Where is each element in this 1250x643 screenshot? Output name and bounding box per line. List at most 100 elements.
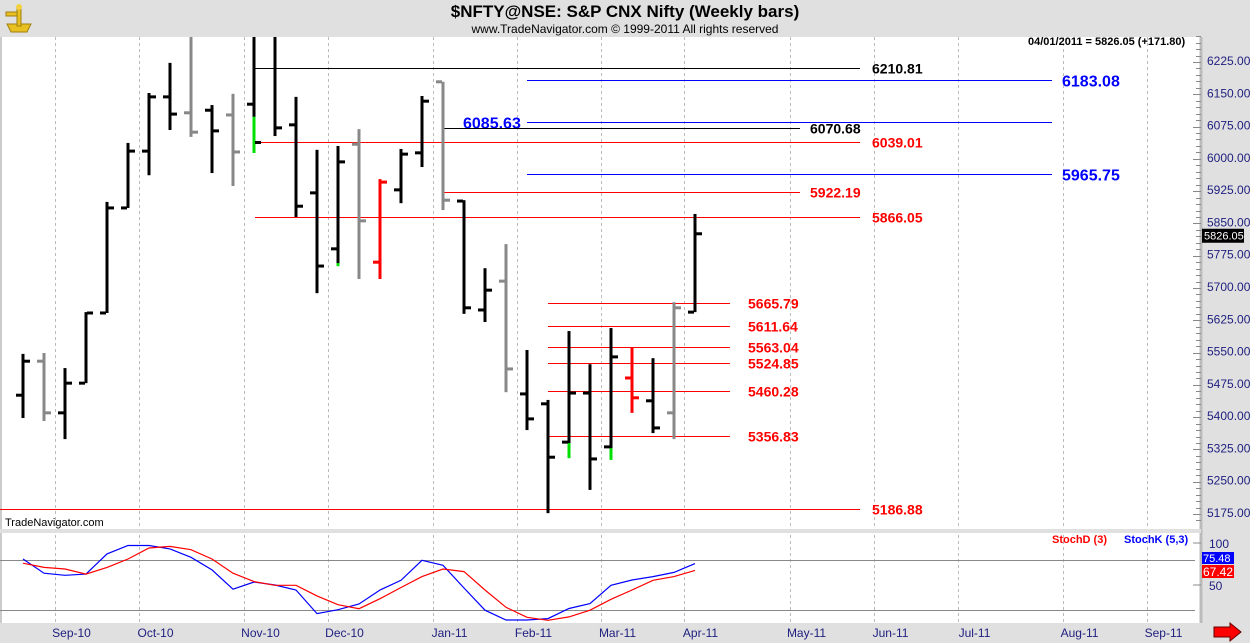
bar-range bbox=[210, 105, 214, 174]
bar-open-tick bbox=[331, 247, 337, 251]
bar-range bbox=[399, 148, 403, 204]
level-label: 5460.28 bbox=[748, 384, 799, 400]
x-tick-label: Jul-11 bbox=[959, 626, 991, 640]
ohlc-bar[interactable] bbox=[625, 347, 639, 413]
x-tick-label: Oct-10 bbox=[137, 626, 173, 640]
ohlc-bar[interactable] bbox=[583, 364, 597, 490]
red-arrow-right-icon[interactable] bbox=[1213, 621, 1242, 643]
y-tick-label: 5775.00 bbox=[1207, 248, 1250, 262]
ohlc-bar[interactable] bbox=[247, 37, 261, 153]
bar-open-tick bbox=[541, 402, 547, 406]
bar-range bbox=[420, 96, 424, 168]
stoch-y-tick-label: 100 bbox=[1209, 537, 1229, 551]
ohlc-bar[interactable] bbox=[16, 353, 30, 419]
ohlc-bar[interactable] bbox=[142, 92, 156, 176]
ohlc-bar[interactable] bbox=[79, 311, 93, 385]
bar-range bbox=[273, 37, 277, 137]
ohlc-bar[interactable] bbox=[163, 62, 177, 131]
level-label: 6183.08 bbox=[1062, 74, 1120, 91]
bar-close-tick bbox=[213, 129, 219, 133]
ohlc-bar[interactable] bbox=[289, 96, 303, 217]
bar-close-tick bbox=[192, 130, 198, 134]
ohlc-bar[interactable] bbox=[562, 331, 576, 459]
stoch-k-line[interactable] bbox=[22, 544, 696, 621]
x-tick-label: Feb-11 bbox=[515, 626, 552, 640]
x-tick-label: Jan-11 bbox=[432, 626, 468, 640]
bar-range bbox=[84, 312, 88, 384]
y-tick-label: 6000.00 bbox=[1207, 151, 1250, 165]
bar-close-tick bbox=[171, 112, 177, 116]
bar-open-tick bbox=[247, 102, 253, 106]
ohlc-bar[interactable] bbox=[205, 105, 219, 174]
panel-divider[interactable] bbox=[0, 529, 1201, 533]
ohlc-bar[interactable] bbox=[646, 358, 660, 434]
x-tick-label: Dec-10 bbox=[325, 626, 364, 640]
bar-range bbox=[462, 200, 466, 314]
ohlc-bar[interactable] bbox=[226, 93, 240, 186]
ohlc-bar[interactable] bbox=[436, 80, 450, 211]
y-tick-label: 5850.00 bbox=[1207, 215, 1250, 229]
bar-range bbox=[252, 37, 256, 152]
bar-close-tick bbox=[444, 198, 450, 202]
ohlc-bar[interactable] bbox=[37, 353, 51, 422]
bar-open-tick bbox=[163, 95, 169, 99]
stoch-d-line[interactable] bbox=[22, 545, 696, 621]
last-bar-info: 04/01/2011 = 5826.05 (+171.80) bbox=[1028, 36, 1186, 48]
x-tick-label: Nov-10 bbox=[241, 626, 280, 640]
bar-open-tick bbox=[457, 199, 463, 203]
ohlc-bar[interactable] bbox=[373, 179, 387, 279]
bar-range bbox=[567, 331, 571, 458]
level-label: 5356.83 bbox=[748, 429, 799, 445]
bar-range bbox=[693, 213, 697, 313]
y-tick-label: 5700.00 bbox=[1207, 280, 1250, 294]
stoch-legend-label: StochD (3) bbox=[1052, 534, 1107, 546]
stochastic-panel bbox=[0, 533, 1201, 623]
ohlc-bar[interactable] bbox=[331, 145, 345, 267]
bar-open-tick bbox=[37, 359, 43, 363]
level-label: 5563.04 bbox=[748, 340, 799, 356]
bar-close-tick bbox=[108, 206, 114, 210]
bar-open-tick bbox=[499, 279, 505, 283]
ohlc-bar[interactable] bbox=[604, 328, 618, 460]
level-label: 5524.85 bbox=[748, 356, 799, 372]
bar-close-tick bbox=[318, 264, 324, 268]
bar-range bbox=[672, 302, 676, 440]
bar-close-tick bbox=[24, 359, 30, 363]
copyright-subtitle: www.TradeNavigator.com © 1999-2011 All r… bbox=[471, 22, 779, 36]
stoch-y-tick-label: 50 bbox=[1209, 579, 1223, 593]
ohlc-bar[interactable] bbox=[352, 129, 366, 279]
ohlc-bar[interactable] bbox=[58, 368, 72, 440]
bar-range bbox=[168, 62, 172, 131]
ohlc-bar[interactable] bbox=[478, 268, 492, 323]
bar-open-tick bbox=[625, 376, 631, 380]
ohlc-bar[interactable] bbox=[100, 201, 114, 315]
bar-range bbox=[357, 129, 361, 279]
ohlc-bar[interactable] bbox=[499, 244, 513, 393]
level-label: 6039.01 bbox=[872, 135, 923, 151]
ohlc-bar[interactable] bbox=[520, 350, 534, 431]
stoch-d-value-tag bbox=[1202, 565, 1234, 578]
bar-close-tick bbox=[612, 355, 618, 359]
ohlc-bar[interactable] bbox=[310, 149, 324, 294]
ohlc-bar[interactable] bbox=[541, 399, 555, 514]
bar-open-tick bbox=[205, 108, 211, 112]
bar-close-tick bbox=[591, 457, 597, 461]
x-tick-label: May-11 bbox=[787, 626, 826, 640]
bar-open-tick bbox=[604, 445, 610, 449]
ohlc-bar[interactable] bbox=[688, 213, 702, 314]
ohlc-bar[interactable] bbox=[667, 302, 681, 440]
ohlc-bar[interactable] bbox=[273, 37, 283, 137]
ohlc-bar[interactable] bbox=[415, 96, 429, 168]
ohlc-bar[interactable] bbox=[121, 142, 135, 210]
bar-close-tick bbox=[696, 232, 702, 236]
ohlc-bar[interactable] bbox=[457, 199, 471, 314]
price-panel bbox=[0, 37, 1201, 529]
bar-range bbox=[189, 37, 193, 137]
bar-close-tick bbox=[129, 149, 135, 153]
ohlc-bar[interactable] bbox=[184, 37, 198, 137]
ohlc-bar[interactable] bbox=[394, 148, 408, 204]
bar-close-tick bbox=[654, 426, 660, 430]
y-tick-label: 6075.00 bbox=[1207, 119, 1250, 133]
stoch-k-value-text: 75.48 bbox=[1203, 553, 1231, 565]
